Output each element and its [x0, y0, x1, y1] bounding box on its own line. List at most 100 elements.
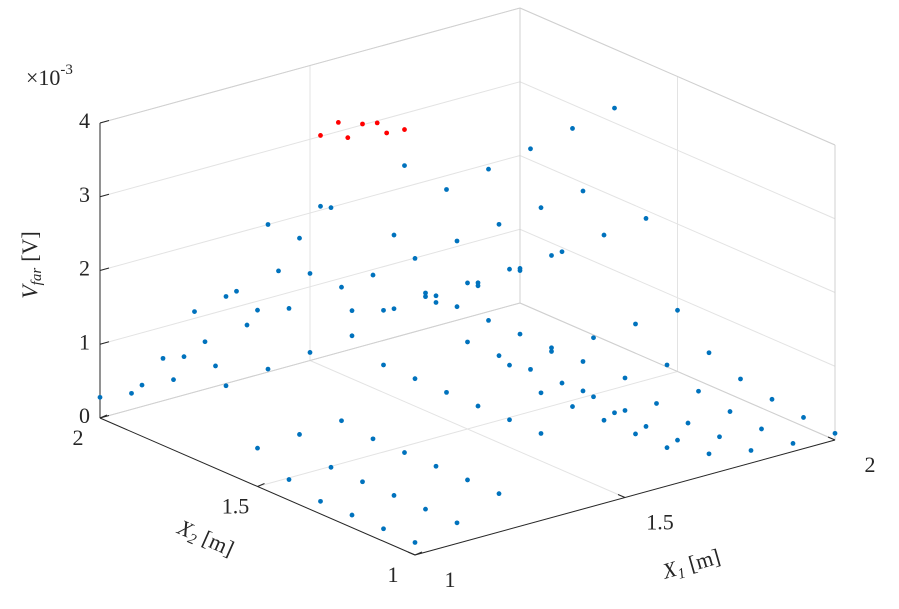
data-point — [255, 307, 260, 313]
data-point — [345, 135, 351, 141]
data-point — [580, 388, 586, 394]
data-point — [633, 431, 638, 437]
data-point — [129, 390, 134, 396]
box-edge — [99, 7, 521, 124]
x-tick-label: 2 — [865, 452, 876, 477]
data-point — [384, 130, 390, 136]
data-point — [486, 166, 491, 172]
data-point — [381, 526, 386, 532]
data-point — [339, 284, 344, 290]
data-point — [213, 363, 218, 369]
data-point — [538, 390, 544, 396]
data-point — [192, 309, 197, 314]
box-edge — [519, 302, 836, 441]
data-point — [349, 308, 355, 314]
data-point — [297, 235, 302, 241]
data-point — [612, 105, 617, 111]
y-tick-label: 1.5 — [222, 494, 250, 519]
data-point — [286, 477, 292, 482]
data-point — [97, 394, 103, 400]
x-tick-label: 1.5 — [646, 510, 674, 535]
data-point — [549, 253, 554, 258]
data-point — [675, 437, 680, 443]
data-point — [307, 350, 313, 355]
data-point — [675, 307, 680, 313]
data-point — [832, 430, 838, 436]
data-point — [276, 268, 281, 274]
data-point — [318, 133, 323, 138]
grid-line — [99, 7, 836, 146]
data-point — [496, 221, 502, 227]
data-point — [318, 203, 323, 209]
data-point — [706, 350, 712, 356]
data-point — [444, 187, 449, 192]
data-point — [643, 424, 649, 429]
data-point — [496, 491, 502, 497]
z-tick-label: 1 — [79, 329, 90, 354]
data-point — [454, 238, 460, 244]
box-edge — [519, 7, 836, 146]
data-point — [234, 288, 239, 294]
data-point — [381, 307, 386, 313]
grid-line — [99, 228, 836, 367]
data-point — [507, 266, 512, 272]
y-tick-label: 2 — [73, 425, 84, 450]
data-point — [517, 331, 523, 337]
tick-mark — [407, 551, 416, 556]
tick-mark — [99, 414, 108, 419]
data-point — [444, 389, 449, 395]
data-point — [643, 216, 649, 221]
data-point — [727, 409, 733, 414]
data-point — [549, 345, 554, 351]
data-point — [335, 120, 341, 125]
multiplier-base: ×10 — [26, 65, 60, 90]
tick-mark — [99, 341, 110, 345]
data-point — [601, 232, 607, 238]
data-point — [391, 493, 397, 498]
data-point — [286, 305, 292, 311]
data-point — [412, 376, 418, 382]
tick-mark — [99, 193, 110, 198]
data-point — [423, 506, 428, 512]
points — [97, 105, 838, 545]
tick-mark — [827, 436, 836, 441]
data-point — [570, 404, 575, 409]
data-point — [612, 410, 617, 416]
tick-mark — [99, 120, 110, 124]
data-point — [790, 440, 796, 446]
label-unit: [m] — [199, 525, 238, 561]
y-axis-label: X2[m] — [172, 514, 238, 564]
data-point — [433, 300, 439, 305]
label-subscript: 1 — [676, 566, 688, 583]
data-point — [528, 366, 533, 372]
tick-mark — [617, 494, 626, 498]
data-point — [328, 205, 334, 211]
data-point — [265, 222, 271, 227]
data-point — [255, 445, 260, 451]
data-point — [486, 318, 491, 323]
grid-line — [99, 81, 836, 220]
data-point — [433, 293, 439, 299]
data-point — [685, 420, 691, 426]
data-point — [391, 306, 397, 312]
data-point — [601, 417, 607, 423]
data-point — [307, 271, 313, 276]
grid-line — [414, 145, 836, 556]
data-point — [244, 322, 250, 328]
data-point — [412, 256, 418, 261]
data-point — [538, 205, 544, 211]
data-point — [265, 366, 271, 372]
data-point — [517, 268, 523, 273]
data-point — [433, 463, 439, 469]
data-point — [622, 408, 628, 413]
data-point — [454, 520, 460, 526]
x-tick-label: 1 — [445, 567, 456, 592]
data-point — [391, 232, 397, 238]
axis-multiplier: ×10-3 — [26, 62, 73, 90]
data-point — [738, 376, 743, 382]
data-point — [402, 127, 407, 132]
data-point — [538, 431, 544, 436]
data-point — [171, 377, 176, 383]
data-point — [622, 375, 628, 381]
data-point — [402, 450, 407, 455]
